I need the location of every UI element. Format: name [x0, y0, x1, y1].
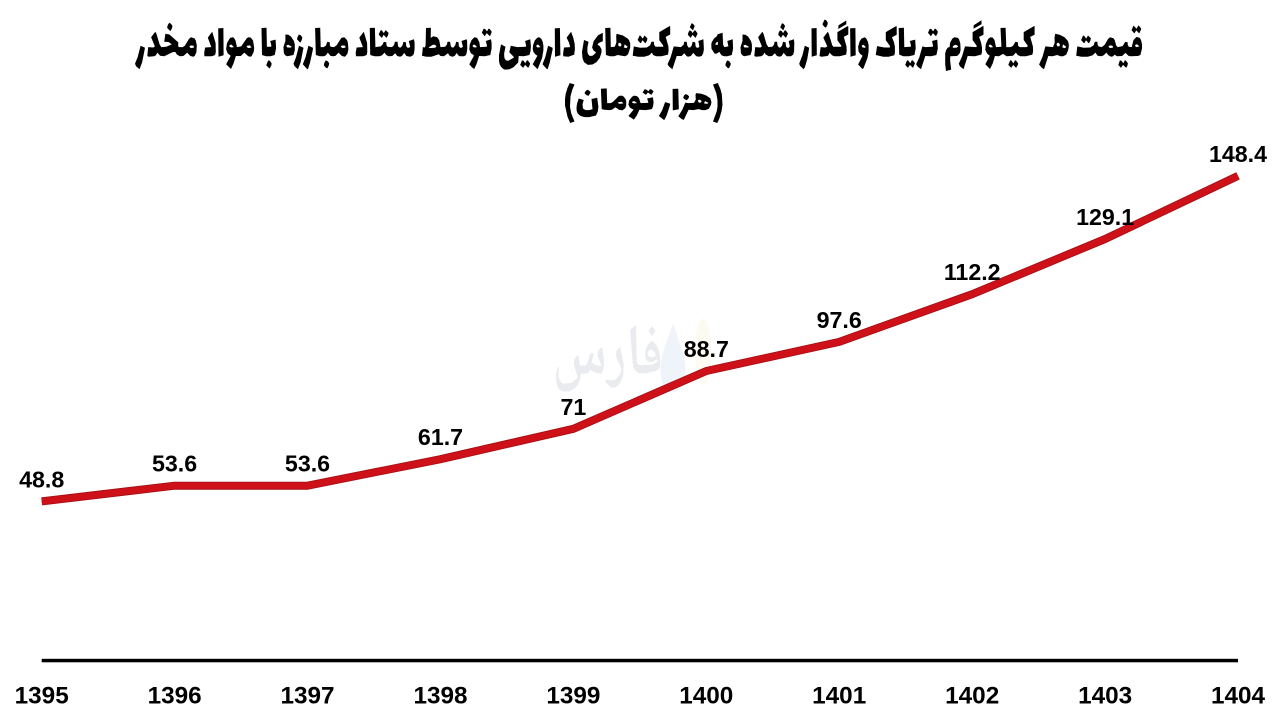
svg-text:1397: 1397 [280, 683, 334, 710]
svg-text:53.6: 53.6 [285, 451, 330, 477]
svg-text:48.8: 48.8 [19, 466, 64, 492]
svg-text:1398: 1398 [413, 683, 467, 710]
svg-text:112.2: 112.2 [944, 259, 1001, 285]
svg-text:1396: 1396 [148, 683, 202, 710]
svg-text:148.4: 148.4 [1209, 141, 1267, 167]
svg-text:71: 71 [561, 394, 587, 420]
svg-text:1401: 1401 [812, 683, 866, 710]
svg-text:1404: 1404 [1211, 683, 1266, 710]
svg-text:61.7: 61.7 [418, 424, 463, 450]
svg-text:1402: 1402 [945, 683, 999, 710]
svg-text:129.1: 129.1 [1076, 204, 1134, 230]
svg-text:53.6: 53.6 [152, 451, 197, 477]
svg-text:1399: 1399 [546, 683, 600, 710]
svg-text:1403: 1403 [1078, 683, 1132, 710]
svg-text:1395: 1395 [15, 683, 69, 710]
svg-text:97.6: 97.6 [817, 307, 862, 333]
svg-text:88.7: 88.7 [684, 336, 729, 362]
svg-text:1400: 1400 [679, 683, 733, 710]
